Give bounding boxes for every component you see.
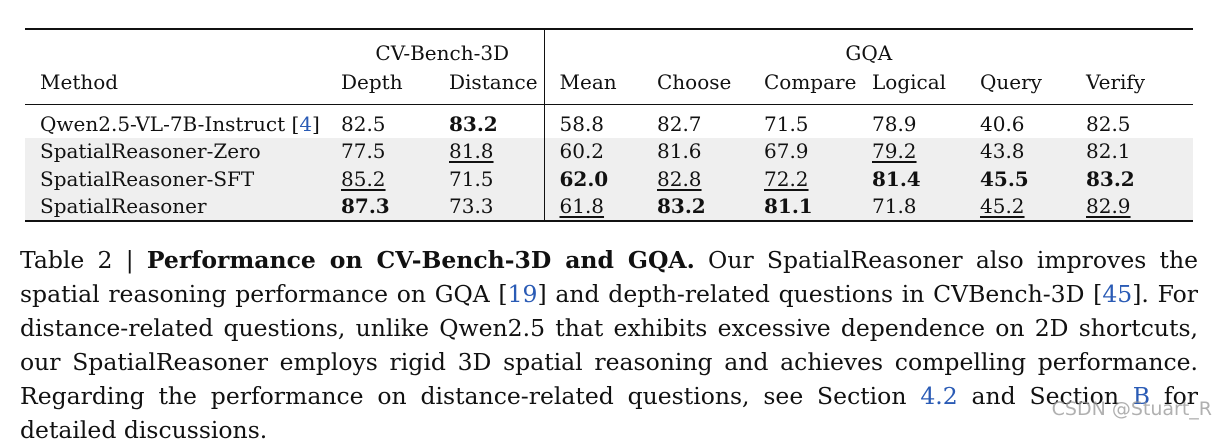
watermark: CSDN @Stuart_R	[1051, 398, 1212, 420]
section-link-b[interactable]: B	[1132, 382, 1151, 410]
caption-heading: Performance on CV-Bench-3D and GQA.	[146, 246, 695, 274]
cell-value: 45.2	[980, 194, 1025, 219]
citation-link[interactable]: 4	[299, 111, 313, 136]
header-rule-row	[25, 104, 1194, 108]
cell-value: 40.6	[980, 111, 1025, 136]
method-name: SpatialReasoner-Zero	[40, 139, 261, 164]
col-header-method: Method	[40, 70, 119, 94]
cell-value: 71.5	[449, 166, 494, 191]
cell-value: 72.2	[764, 166, 809, 191]
cell-value: 79.2	[872, 139, 917, 164]
cell-value: 60.2	[559, 139, 605, 164]
cell-value: 61.8	[559, 194, 605, 219]
col-header-distance: Distance	[449, 70, 538, 94]
caption-label: Table 2 |	[20, 246, 134, 274]
group-gqa: GQA	[845, 41, 893, 65]
cell-value: 82.5	[1086, 111, 1131, 136]
col-header-choose: Choose	[657, 70, 732, 94]
caption-text-2: ] and depth-related questions in CVBench…	[537, 280, 1103, 308]
cell-value: 71.5	[764, 111, 809, 136]
table-row: SpatialReasoner-Zero 77.5 81.8 60.2 81.6 67.9…	[25, 137, 1194, 165]
col-header-compare: Compare	[764, 70, 857, 94]
caption-text-1: Our SpatialReasoner also improves the sp…	[20, 246, 1199, 308]
cell-value: 83.2	[657, 194, 706, 219]
cell-value: 77.5	[341, 139, 386, 164]
method-name: Qwen2.5-VL-7B-Instruct	[40, 111, 286, 136]
table-row: SpatialReasoner 87.3 73.3 61.8 83.2 81.1 71.8 4…	[25, 192, 1194, 222]
results-table: CV-Bench-3D GQA Method Depth Distance Me…	[25, 28, 1194, 222]
cell-value: 81.8	[449, 139, 494, 164]
group-cvbench: CV-Bench-3D	[375, 41, 510, 65]
col-header-mean: Mean	[559, 70, 617, 94]
group-header-row: CV-Bench-3D GQA	[25, 28, 1194, 65]
cell-value: 78.9	[872, 111, 917, 136]
citation-link-19[interactable]: 19	[507, 280, 538, 308]
cell-value: 71.8	[872, 194, 917, 219]
cell-value: 43.8	[980, 139, 1025, 164]
col-header-logical: Logical	[872, 70, 947, 94]
caption-text-3: ]. For distance-related questions, unlik…	[20, 280, 1198, 410]
cell-value: 82.9	[1086, 194, 1131, 219]
col-header-depth: Depth	[341, 70, 403, 94]
caption-text-4: and Section	[957, 382, 1133, 410]
cell-value: 82.7	[657, 111, 702, 136]
column-header-row: Method Depth Distance Mean Choose Compar…	[25, 65, 1193, 105]
cell-value: 67.9	[764, 139, 809, 164]
col-header-query: Query	[980, 70, 1042, 94]
cell-value: 81.6	[657, 139, 702, 164]
table-caption: Table 2 | Performance on CV-Bench-3D and…	[20, 243, 1198, 447]
cell-value: 83.2	[1086, 166, 1135, 191]
cell-value: 82.1	[1086, 139, 1131, 164]
col-header-verify: Verify	[1086, 70, 1146, 94]
table-row: Qwen2.5-VL-7B-Instruct [4] 82.5 83.2 58.8 82…	[25, 108, 1193, 138]
cell-value: 81.1	[764, 194, 813, 219]
method-name: SpatialReasoner	[40, 194, 207, 219]
cell-value: 73.3	[449, 194, 494, 219]
cell-value: 82.8	[657, 166, 702, 191]
cell-value: 85.2	[341, 166, 386, 191]
cell-value: 83.2	[449, 111, 498, 136]
table-row: SpatialReasoner-SFT 85.2 71.5 62.0 82.8 72.2 8…	[25, 165, 1194, 193]
method-name: SpatialReasoner-SFT	[40, 166, 255, 191]
cell-value: 58.8	[559, 111, 605, 136]
cell-value: 62.0	[559, 166, 609, 191]
results-table-container: CV-Bench-3D GQA Method Depth Distance Me…	[25, 28, 1194, 222]
cell-value: 82.5	[341, 111, 386, 136]
cell-value: 81.4	[872, 166, 921, 191]
section-link-4-2[interactable]: 4.2	[920, 382, 958, 410]
cell-value: 45.5	[980, 166, 1029, 191]
cell-value: 87.3	[341, 194, 390, 219]
citation-link-45[interactable]: 45	[1102, 280, 1133, 308]
